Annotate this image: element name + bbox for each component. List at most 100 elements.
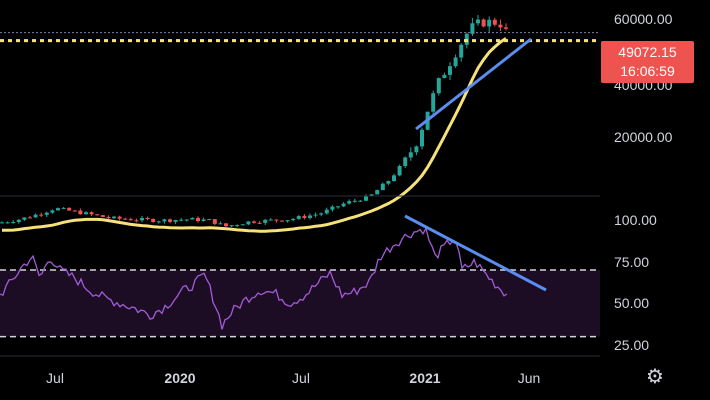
candle-body — [274, 219, 279, 221]
candle-body — [56, 208, 60, 211]
candle-body — [336, 206, 340, 208]
candle-body — [72, 210, 77, 212]
candle-body — [436, 78, 441, 94]
candle-body — [397, 166, 402, 176]
candle-body — [313, 214, 318, 216]
candle-body — [28, 217, 32, 219]
candle-body — [184, 219, 189, 221]
rsi-tick-label: 75.00 — [614, 254, 649, 270]
rsi-axis[interactable]: 100.00 75.00 50.00 25.00 — [614, 212, 657, 353]
rsi-pane[interactable] — [0, 214, 600, 338]
rsi-tick-label: 50.00 — [614, 295, 649, 311]
candle-body — [190, 217, 195, 220]
candle-body — [364, 195, 368, 201]
time-axis[interactable]: Jul 2020 Jul 2021 Jun — [46, 370, 540, 386]
candle-body — [179, 219, 184, 221]
candle-body — [218, 223, 223, 225]
candle-body — [448, 66, 452, 75]
candle-body — [257, 222, 262, 224]
candle-body — [212, 219, 217, 224]
candle-body — [207, 219, 212, 221]
candle-body — [95, 214, 100, 216]
candle-body — [375, 190, 380, 195]
candles-group — [0, 14, 508, 228]
candle-body — [504, 27, 508, 29]
candle-body — [106, 216, 111, 219]
candle-body — [117, 216, 122, 219]
candle-body — [420, 129, 424, 147]
candle-body — [285, 220, 290, 222]
time-label-year: 2021 — [409, 370, 440, 386]
candle-body — [84, 212, 88, 215]
candle-body — [22, 217, 27, 220]
candle-body — [347, 201, 352, 204]
candle-body — [476, 19, 480, 24]
time-label: Jul — [46, 370, 64, 386]
candle-body — [487, 19, 492, 27]
candle-body — [263, 219, 268, 223]
candle-body — [369, 194, 374, 196]
candle-body — [229, 225, 234, 227]
candle-body — [89, 212, 94, 215]
candle-body — [240, 224, 245, 226]
candle-body — [386, 181, 391, 184]
candle-body — [201, 219, 206, 222]
candle-body — [498, 24, 503, 28]
candle-body — [39, 214, 44, 216]
candle-body — [330, 206, 335, 210]
price-tick-label: 60000.00 — [614, 11, 673, 27]
moving-average-line — [2, 37, 507, 233]
candle-body — [280, 220, 284, 222]
candle-body — [196, 217, 200, 222]
candle-body — [173, 220, 178, 222]
candle-body — [352, 200, 357, 202]
candle-body — [156, 221, 161, 223]
candle-body — [100, 215, 105, 217]
candle-body — [33, 214, 38, 218]
candle-body — [128, 219, 133, 221]
candle-body — [324, 209, 329, 214]
candle-body — [453, 57, 458, 67]
candle-body — [470, 23, 475, 34]
gear-icon[interactable]: ⚙ — [646, 364, 664, 388]
candle-body — [296, 216, 301, 219]
candle-body — [67, 207, 72, 211]
candle-body — [403, 157, 408, 167]
candle-body — [61, 207, 66, 209]
candle-body — [16, 219, 21, 223]
time-label-year: 2020 — [164, 370, 195, 386]
candle-body — [492, 19, 497, 25]
candle-body — [11, 222, 16, 224]
candle-body — [302, 216, 307, 218]
candle-body — [5, 222, 10, 224]
price-pane[interactable] — [0, 14, 600, 233]
last-price-badge: 49072.15 16:06:59 — [601, 41, 694, 83]
rsi-trendline[interactable] — [404, 214, 547, 292]
price-trendline[interactable] — [415, 37, 532, 131]
price-tick-label: 20000.00 — [614, 129, 673, 145]
candle-body — [246, 221, 251, 225]
candle-body — [112, 216, 116, 219]
candle-body — [380, 183, 385, 191]
candle-body — [151, 218, 156, 222]
candle-body — [408, 152, 413, 158]
rsi-tick-label: 100.00 — [614, 212, 657, 228]
candle-body — [459, 44, 464, 58]
candle-body — [268, 219, 273, 221]
candle-body — [123, 218, 128, 220]
candle-body — [358, 200, 363, 202]
candle-body — [78, 210, 83, 215]
candle-body — [392, 175, 396, 182]
candle-body — [442, 74, 447, 79]
candle-body — [308, 215, 312, 218]
bar-countdown: 16:06:59 — [620, 63, 675, 79]
candle-body — [44, 212, 49, 215]
candle-body — [431, 93, 436, 112]
time-label: Jun — [518, 370, 541, 386]
candle-body — [224, 223, 228, 227]
candle-body — [50, 210, 55, 213]
last-price-value: 49072.15 — [618, 44, 677, 60]
candle-body — [140, 217, 144, 221]
time-label: Jul — [292, 370, 310, 386]
